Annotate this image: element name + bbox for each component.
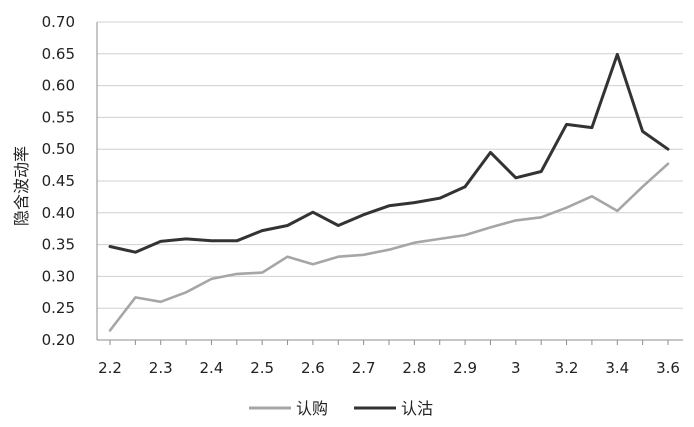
series-lines	[108, 52, 670, 332]
y-tick-label: 0.25	[42, 299, 75, 317]
y-tick-label: 0.60	[42, 77, 75, 95]
y-tick-label: 0.20	[42, 331, 75, 349]
x-tick-label: 3.4	[605, 359, 629, 377]
y-tick-label: 0.55	[42, 108, 75, 126]
x-tick-label: 2.9	[453, 359, 477, 377]
series-line-call	[108, 162, 670, 332]
x-tick-label: 2.6	[301, 359, 325, 377]
x-tick-label: 2.2	[98, 359, 122, 377]
legend-label-call: 认购	[296, 399, 328, 418]
y-tick-label: 0.45	[42, 172, 75, 190]
x-tick-label: 2.3	[149, 359, 173, 377]
legend-label-put: 认沽	[401, 399, 433, 418]
x-tick-label: 3.2	[555, 359, 579, 377]
y-axis-title: 隐含波动率	[12, 146, 31, 226]
x-tick-label: 2.8	[402, 359, 426, 377]
y-tick-label: 0.35	[42, 236, 75, 254]
y-tick-label: 0.40	[42, 204, 75, 222]
axes	[96, 22, 683, 345]
x-tick-labels: 2.2 2.3 2.4 2.5 2.6 2.7 2.8 2.9 3 3.2 3.4 3.6	[98, 359, 680, 377]
x-tick-label: 2.4	[200, 359, 224, 377]
x-tick-label: 3.6	[656, 359, 680, 377]
y-tick-label: 0.70	[42, 13, 75, 31]
x-tick-label: 2.7	[352, 359, 376, 377]
series-line-put	[108, 52, 670, 254]
y-tick-labels: 0.20 0.25 0.30 0.35 0.40 0.45 0.50 0.55 0.60 0.65…	[42, 13, 75, 349]
y-tick-label: 0.30	[42, 267, 75, 285]
gridlines	[97, 21, 683, 309]
legend: 认购 认沽	[249, 399, 433, 418]
x-tick-label: 3	[511, 359, 521, 377]
y-tick-label: 0.65	[42, 45, 75, 63]
x-tick-label: 2.5	[250, 359, 274, 377]
y-tick-label: 0.50	[42, 140, 75, 158]
